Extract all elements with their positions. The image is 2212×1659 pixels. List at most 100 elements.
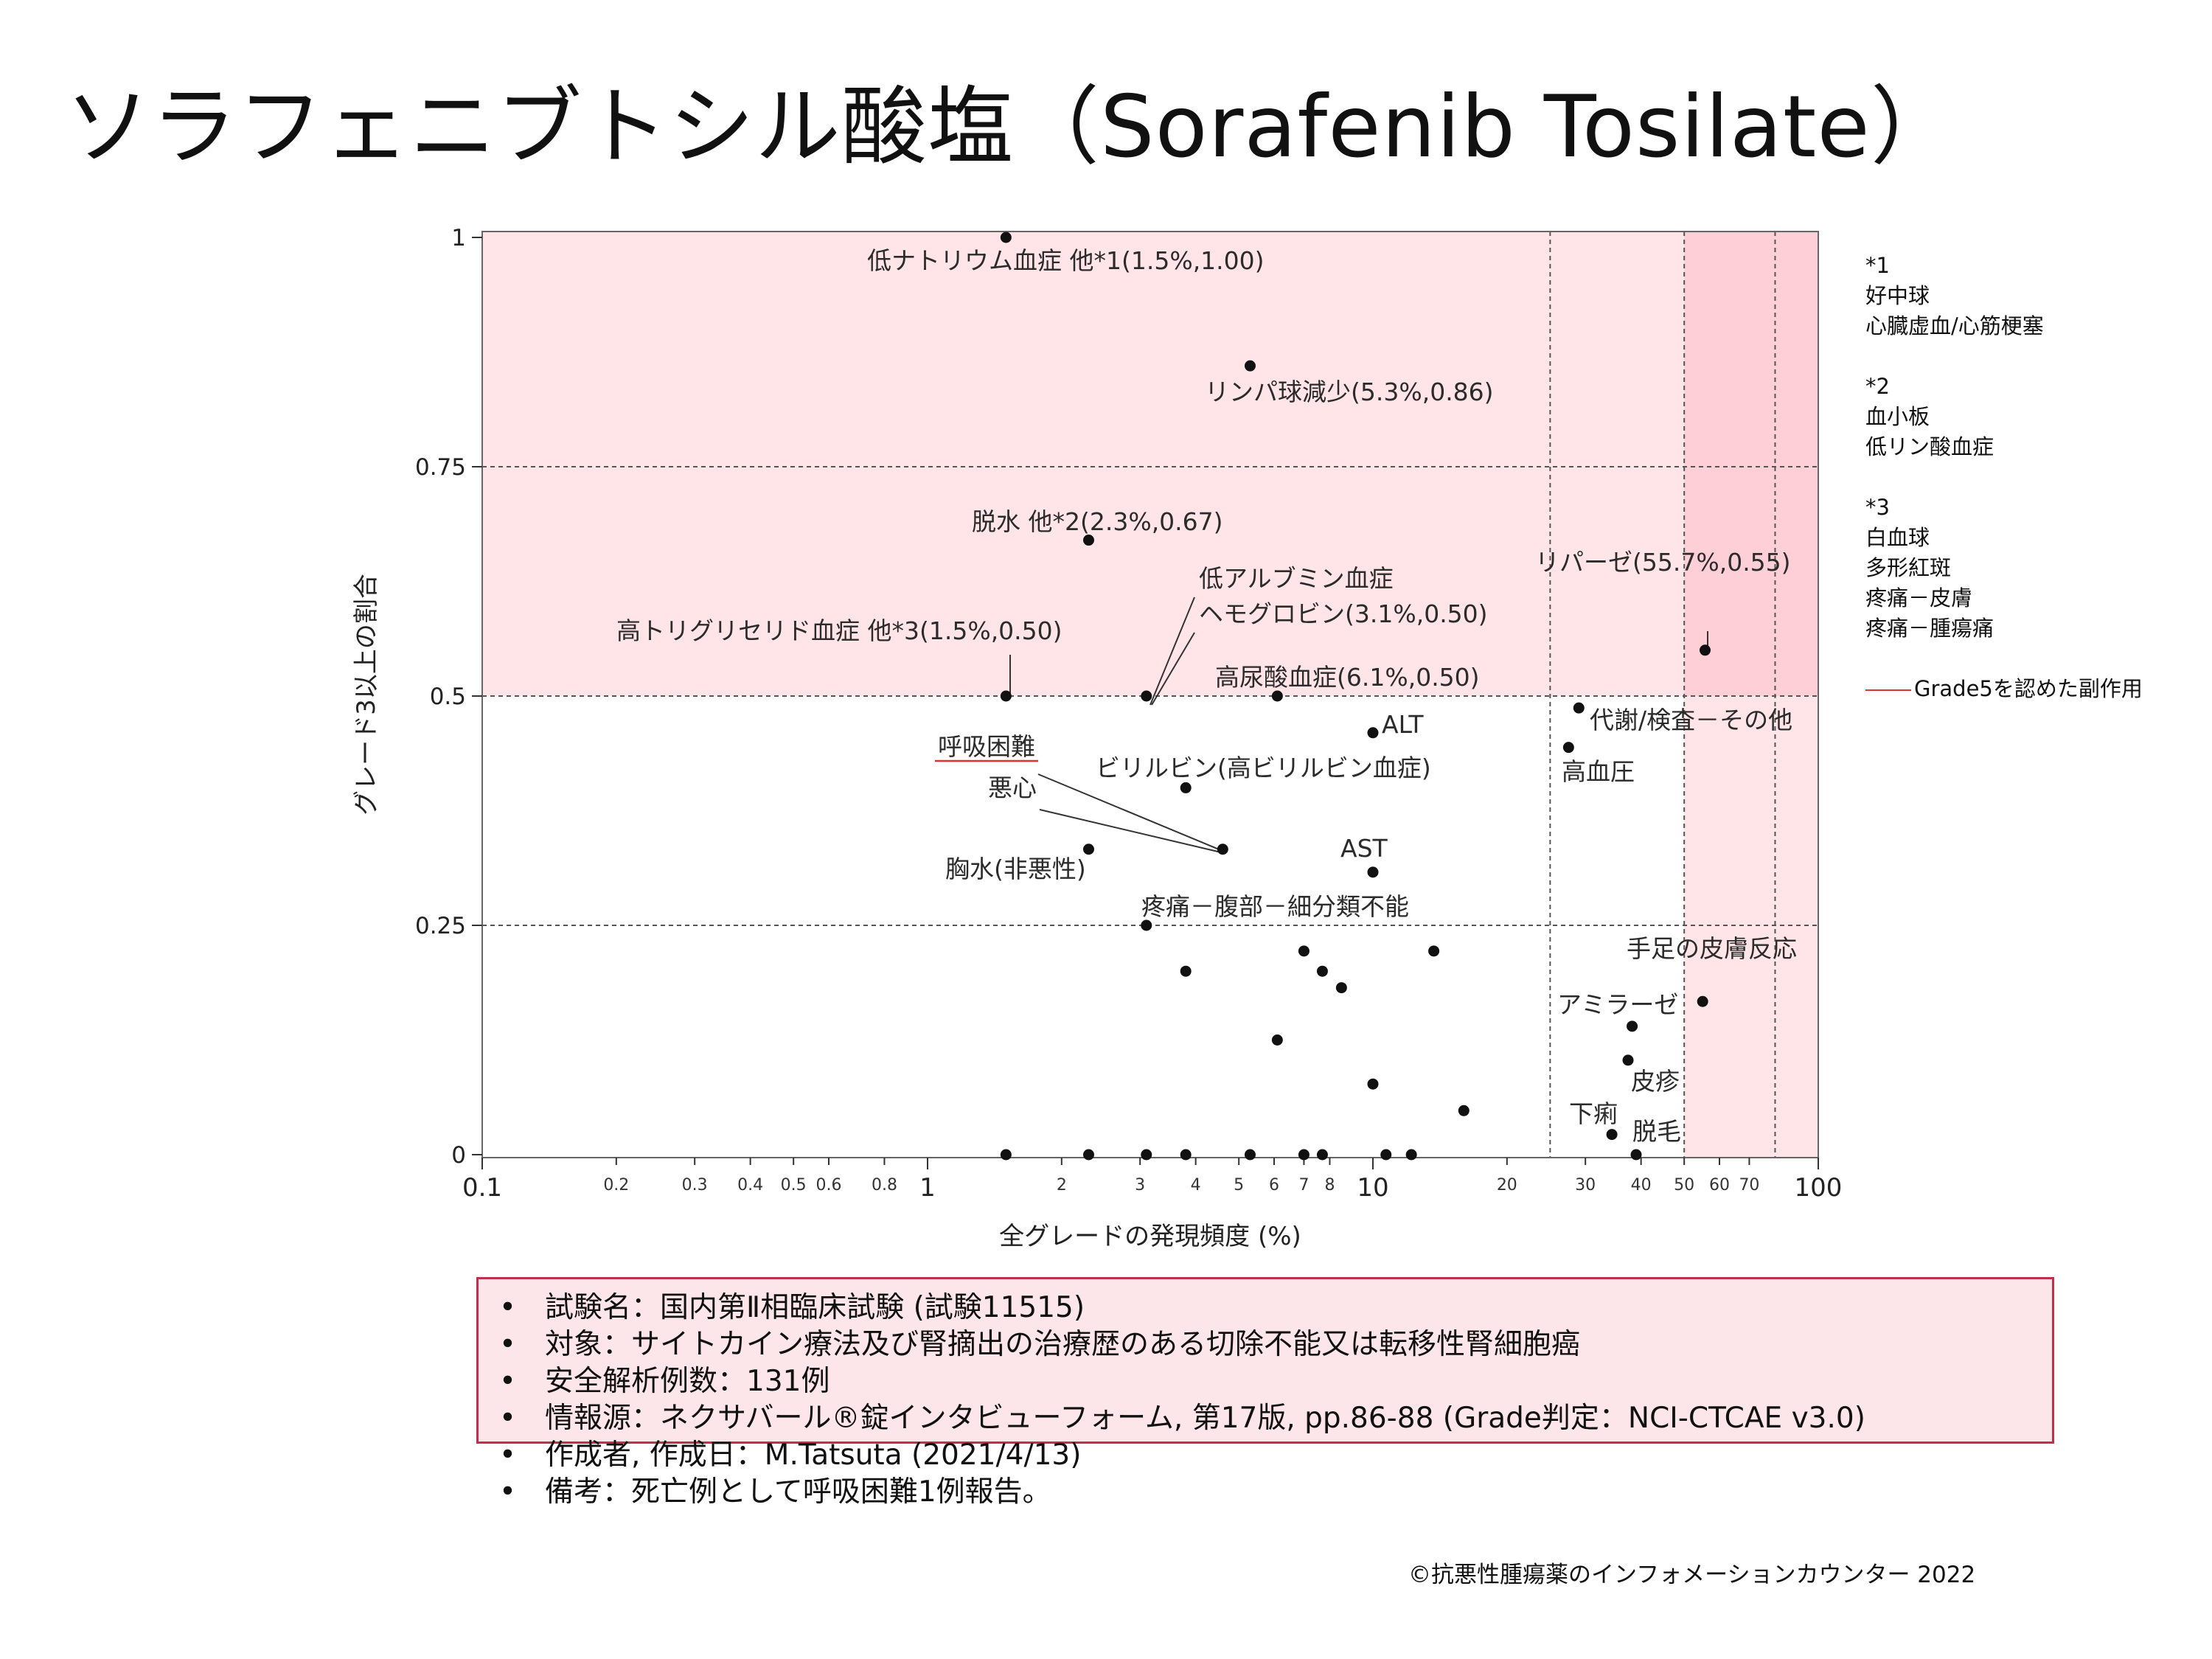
data-point [1180,782,1192,793]
data-point [1316,965,1328,977]
y-tick-label: 1 [451,225,466,251]
data-point [1244,1149,1256,1161]
data-point [1562,742,1574,754]
x-tick-label-major: 1 [919,1173,936,1203]
point-label: リパーゼ(55.7%,0.55) [1535,548,1791,577]
x-tick-label-minor: 30 [1575,1176,1596,1194]
point-label: 皮疹 [1631,1067,1680,1096]
data-points [1000,232,1711,1161]
data-point [1622,1054,1634,1066]
x-tick-label-minor: 8 [1324,1176,1335,1194]
study-info-box: • 試験名：国内第Ⅱ相臨床試験 (試験11515) • 対象：サイトカイン療法及び腎… [476,1277,2054,1509]
x-tick-label-major: 100 [1795,1173,1843,1203]
footnotes: *1 好中球 心臓虚血/心筋梗塞 *2 血小板 低リン酸血症 *3 白血球 多形… [1865,251,2143,704]
y-tick-label: 0 [451,1142,466,1169]
info-item: • 試験名：国内第Ⅱ相臨床試験 (試験11515) [499,1290,2052,1326]
y-tick-label: 0.75 [415,454,466,481]
bullet: • [499,1402,517,1435]
point-label: 低ナトリウム血症 他*1(1.5%,1.00) [867,246,1265,275]
footnote-2-label: *2 [1865,374,1890,399]
x-tick-label-minor: 5 [1234,1176,1244,1194]
shaded-regions [482,232,1818,1158]
leader-line [1037,773,1223,852]
point-label: 呼吸困難 [938,732,1035,761]
data-point [1082,1149,1094,1161]
x-tick-label-minor: 0.6 [816,1176,842,1194]
x-axis-title: 全グレードの発現頻度 (%) [999,1222,1301,1251]
data-point [1298,945,1310,957]
point-label: 代謝/検査－その他 [1590,706,1792,734]
data-point [1141,690,1152,702]
footnote-3-item: 白血球 [1865,525,1930,550]
data-point [1180,1149,1192,1161]
footnote-3-item: 疼痛－腫瘍痛 [1865,616,1994,641]
footnote-2-item: 血小板 [1865,404,1930,429]
data-point [1630,1149,1642,1161]
grade5-legend: Grade5を認めた副作用 [1865,674,2143,704]
data-point [1298,1149,1310,1161]
footnote-1-item: 心臓虚血/心筋梗塞 [1865,313,2044,338]
data-point [1380,1149,1392,1161]
point-label: 脱水 他*2(2.3%,0.67) [972,507,1223,536]
data-point [1000,1149,1012,1161]
data-point [1271,1034,1283,1046]
page-title: ソラフェニブトシル酸塩（Sorafenib Tosilate） [65,77,1957,177]
data-point [1244,360,1256,372]
point-labels: 低ナトリウム血症 他*1(1.5%,1.00) リンパ球減少(5.3%,0.86)… [616,246,1797,1146]
x-tick-label-major: 10 [1357,1173,1388,1203]
bullet: • [499,1291,517,1324]
point-label: 悪心 [988,773,1037,802]
copyright: ©抗悪性腫瘍薬のインフォメーションカウンター 2022 [1408,1562,1976,1588]
info-item: • 備考：死亡例として呼吸困難1例報告。 [499,1474,2052,1511]
data-point [1367,727,1379,739]
bullet: • [499,1365,517,1398]
bullet: • [499,1439,517,1472]
data-point [1217,844,1228,855]
x-tick-label-minor: 4 [1191,1176,1201,1194]
leader-line [1150,597,1195,706]
y-axis-title: グレード3以上の割合 [352,574,381,815]
data-point [1428,945,1440,957]
x-tick-label-minor: 40 [1631,1176,1652,1194]
footnote-1-item: 好中球 [1865,283,1930,308]
data-point [1699,644,1711,656]
y-tick-label: 0.5 [430,684,466,710]
leader-line [1039,809,1222,853]
point-label: 疼痛－腹部－細分類不能 [1141,892,1409,921]
point-label: 手足の皮膚反応 [1627,934,1797,963]
x-tick-label-minor: 7 [1298,1176,1309,1194]
bullet: • [499,1475,517,1509]
data-point [1082,844,1094,855]
x-tick-label-minor: 0.4 [737,1176,763,1194]
data-point [1141,1149,1152,1161]
x-tick-label-minor: 2 [1057,1176,1067,1194]
data-point [1335,982,1347,994]
info-item: • 作成者, 作成日：M.Tatsuta (2021/4/13) [499,1437,2052,1474]
point-label: 下痢 [1569,1099,1618,1128]
data-point [1606,1129,1618,1141]
x-tick-label-minor: 0.8 [872,1176,897,1194]
footnote-3-item: 多形紅斑 [1865,555,1952,580]
data-point [1573,702,1585,714]
x-tick-label-minor: 0.5 [781,1176,807,1194]
point-label: ビリルビン(高ビリルビン血症) [1096,754,1431,782]
data-point [1000,232,1012,243]
point-label: 胸水(非悪性) [945,855,1086,883]
x-tick-label-major: 0.1 [462,1173,502,1203]
data-point [1697,995,1708,1007]
footnote-2-item: 低リン酸血症 [1865,434,1994,459]
point-label: ヘモグロビン(3.1%,0.50) [1199,599,1488,628]
scatter-chart: 0 0.25 0.5 0.75 1 0.1 1 10 100 0.2 0.3 0.4 0.5 0.6 0.8… [352,225,1842,1251]
x-tick-label-minor: 3 [1135,1176,1145,1194]
point-label: 低アルブミン血症 [1199,564,1394,593]
footnote-1-label: *1 [1865,253,1890,278]
info-item: • 安全解析例数：131例 [499,1363,2052,1400]
axes: 0 0.25 0.5 0.75 1 0.1 1 10 100 0.2 0.3 0.4 0.5 0.6 0.8… [352,225,1842,1251]
point-label: 脱毛 [1632,1117,1681,1146]
data-point [1000,690,1012,702]
x-tick-label-minor: 6 [1269,1176,1279,1194]
data-point [1405,1149,1417,1161]
shaded-region [1684,232,1818,696]
data-point [1458,1105,1470,1116]
point-label: アミラーゼ [1557,990,1678,1019]
